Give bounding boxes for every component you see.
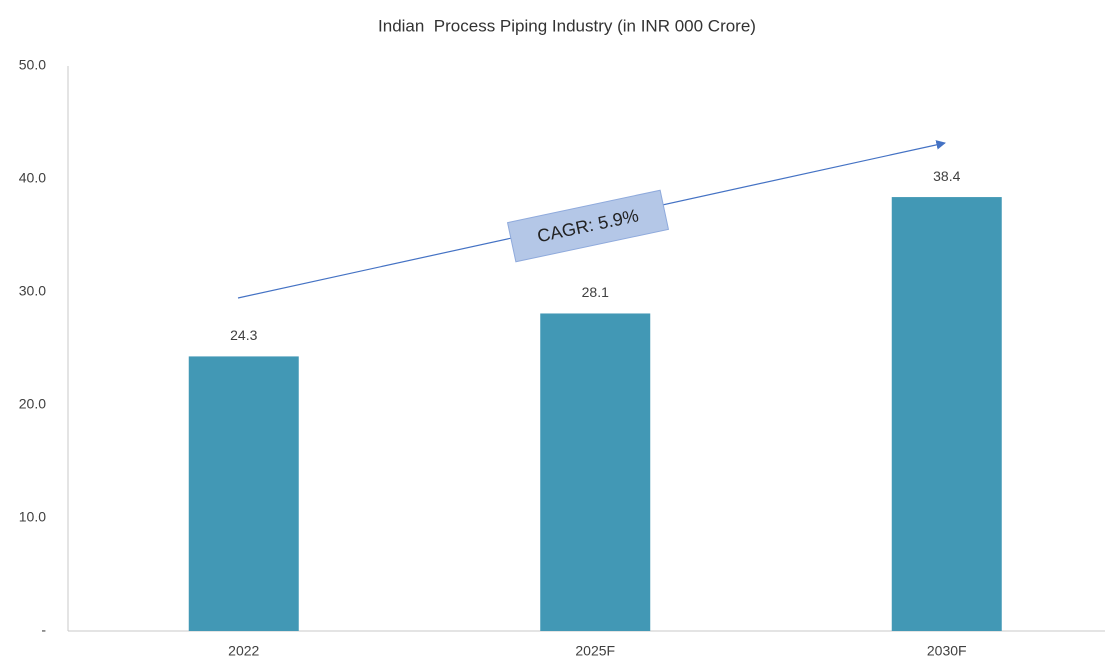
y-tick-label: - (41, 622, 46, 638)
data-label: 38.4 (933, 168, 960, 184)
y-tick-label: 40.0 (19, 170, 46, 186)
cagr-box-bg (506, 189, 670, 263)
y-tick-label: 50.0 (19, 57, 46, 73)
bar (891, 197, 1002, 631)
chart-title: Indian Process Piping Industry (in INR 0… (378, 16, 756, 35)
data-label: 24.3 (230, 327, 257, 343)
x-tick-label: 2022 (228, 643, 259, 659)
bar (540, 313, 651, 631)
cagr-box: CAGR: 5.9% (506, 189, 670, 263)
bar (188, 356, 299, 631)
y-tick-label: 20.0 (19, 396, 46, 412)
x-tick-label: 2025F (575, 643, 615, 659)
x-tick-label: 2030F (927, 643, 967, 659)
y-tick-label: 30.0 (19, 283, 46, 299)
y-tick-label: 10.0 (19, 509, 46, 525)
data-label: 28.1 (582, 284, 609, 300)
